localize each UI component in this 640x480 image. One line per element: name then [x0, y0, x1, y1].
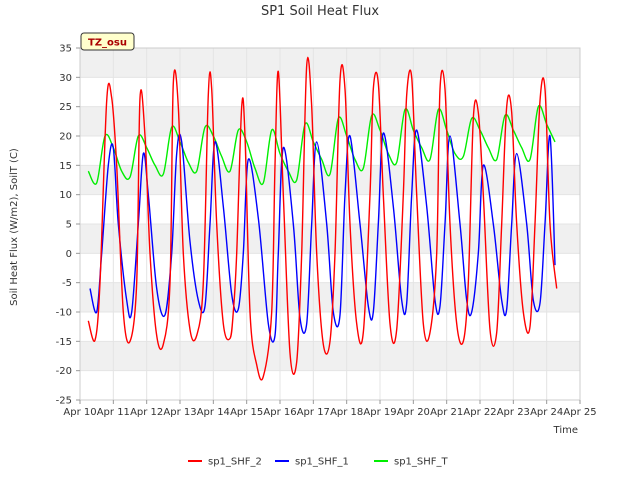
site-badge-label: TZ_osu	[88, 38, 127, 49]
site-badge: TZ_osu	[80, 32, 135, 51]
y-tick-label: -20	[56, 366, 72, 377]
y-tick-label: -25	[56, 396, 72, 407]
series-line-sp1_SHF_T	[87, 104, 556, 186]
y-tick-label: 5	[66, 220, 72, 231]
x-tick-label: Apr 24	[530, 407, 563, 418]
y-tick-label: 25	[59, 102, 72, 113]
x-axis-label: Time	[553, 425, 578, 436]
plot-band	[80, 165, 580, 195]
plot-band	[80, 282, 580, 312]
series-line-sp1_SHF_2	[87, 56, 558, 381]
chart-title: SP1 Soil Heat Flux	[261, 4, 379, 19]
legend-label: sp1_SHF_1	[295, 457, 349, 468]
y-tick-label: 10	[59, 190, 72, 201]
x-tick-label: Apr 12	[130, 407, 163, 418]
x-tick-label: Apr 23	[497, 407, 530, 418]
x-tick-label: Apr 18	[330, 407, 363, 418]
y-tick-label: -5	[62, 278, 72, 289]
plot-background	[80, 48, 580, 371]
y-axis-label: Soil Heat Flux (W/m2), SoilT (C)	[9, 148, 20, 306]
legend-label: sp1_SHF_2	[208, 457, 262, 468]
site-badge-box	[80, 32, 135, 51]
x-tick-label: Apr 20	[397, 407, 430, 418]
x-tick-label: Apr 21	[430, 407, 463, 418]
y-tick-label: 20	[59, 132, 72, 143]
series-layer	[87, 56, 558, 381]
plot-band	[80, 106, 580, 136]
x-tick-label: Apr 13	[163, 407, 196, 418]
x-tick-label: Apr 10	[63, 407, 96, 418]
plot-band	[80, 224, 580, 254]
x-tick-label: Apr 14	[197, 407, 230, 418]
y-tick-label: 15	[59, 161, 72, 172]
x-tick-label: Apr 15	[230, 407, 263, 418]
x-axis-ticks: Apr 10 Apr 11 Apr 12 Apr 13 Apr 14 Apr 15 Apr …	[63, 400, 597, 418]
legend: sp1_SHF_2 sp1_SHF_1 sp1_SHF_T	[188, 457, 449, 468]
x-tick-label: Apr 11	[97, 407, 130, 418]
x-tick-label: Apr 22	[463, 407, 496, 418]
y-axis-ticks: -25 -20 -15 -10 -5 0 5 10 15 20 25 30 35	[56, 44, 80, 407]
legend-label: sp1_SHF_T	[394, 457, 449, 468]
series-line-sp1_SHF_1	[89, 129, 556, 343]
y-tick-label: -10	[56, 308, 72, 319]
x-tick-label: Apr 16	[263, 407, 296, 418]
x-tick-label: Apr 19	[363, 407, 396, 418]
y-tick-label: -15	[56, 337, 72, 348]
y-tick-label: 35	[59, 44, 72, 55]
y-tick-label: 0	[66, 249, 72, 260]
y-tick-label: 30	[59, 73, 72, 84]
x-tick-label: Apr 17	[297, 407, 330, 418]
x-tick-label: Apr 25	[563, 407, 596, 418]
plot-band	[80, 48, 580, 78]
